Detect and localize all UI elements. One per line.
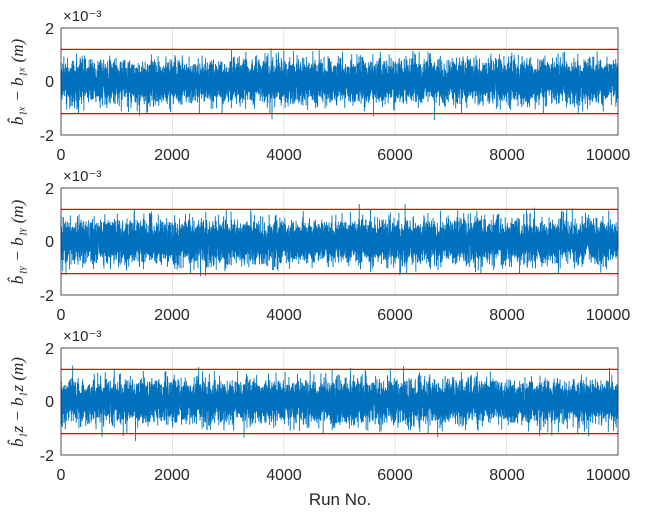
panel-3-ylabel: b̂₁z − b₁z (m) bbox=[8, 357, 27, 447]
panel-3-xtick-6000: 6000 bbox=[377, 467, 413, 484]
panel-2-series bbox=[60, 204, 619, 277]
panel-1-exponent-label: ×10⁻³ bbox=[63, 8, 101, 25]
panel-1-xtick-8000: 8000 bbox=[489, 147, 525, 164]
panel-2-ytick-bottom: -2 bbox=[40, 288, 54, 305]
panel-2-xtick-6000: 6000 bbox=[377, 307, 413, 324]
panel-3-xtick-2000: 2000 bbox=[154, 467, 190, 484]
panel-1-axes-box bbox=[60, 27, 619, 136]
panel-1-xtick-6000: 6000 bbox=[377, 147, 413, 164]
panel-2-xtick-0: 0 bbox=[57, 307, 66, 324]
panel-3-ytick-top: 2 bbox=[45, 341, 54, 358]
panel-2-ylabel: b̂₁ᵧ − b₁ᵧ (m) bbox=[8, 199, 27, 284]
panel-3-ytick-mid: 0 bbox=[45, 394, 54, 411]
panel-2-xtick-4000: 4000 bbox=[266, 307, 302, 324]
panel-3-ytick-bottom: -2 bbox=[40, 448, 54, 465]
panel-1-xtick-0: 0 bbox=[57, 147, 66, 164]
panel-2: 2 0 -2 0 2000 4000 6000 8000 10000 ×10⁻³… bbox=[8, 168, 631, 324]
panel-2-xtick-8000: 8000 bbox=[489, 307, 525, 324]
panel-3-xtick-0: 0 bbox=[57, 467, 66, 484]
panel-3: 2 0 -2 0 2000 4000 6000 8000 10000 ×10⁻³… bbox=[8, 328, 631, 509]
panel-1-xtick-10000: 10000 bbox=[586, 147, 631, 164]
panel-3-xtick-8000: 8000 bbox=[489, 467, 525, 484]
panel-1-ytick-mid: 0 bbox=[45, 74, 54, 91]
panel-1-xtick-2000: 2000 bbox=[154, 147, 190, 164]
panel-3-series bbox=[60, 365, 619, 442]
panel-3-error-series-line bbox=[60, 365, 619, 442]
panel-1-ytick-top: 2 bbox=[45, 21, 54, 38]
panel-1-series bbox=[60, 48, 619, 121]
panel-3-xtick-4000: 4000 bbox=[266, 467, 302, 484]
panel-1-error-series-line bbox=[60, 48, 619, 121]
panel-1-ylabel: b̂₁ₓ − b₁ₓ (m) bbox=[8, 39, 27, 126]
panel-1: 2 0 -2 0 2000 4000 6000 8000 10000 ×10⁻³… bbox=[8, 8, 631, 164]
panel-1-ytick-bottom: -2 bbox=[40, 128, 54, 145]
panel-2-error-series-line bbox=[60, 204, 619, 277]
panel-1-xtick-4000: 4000 bbox=[266, 147, 302, 164]
panel-2-axes-box bbox=[60, 187, 619, 296]
panel-3-exponent-label: ×10⁻³ bbox=[63, 328, 101, 345]
x-axis-label: Run No. bbox=[309, 490, 371, 509]
panel-2-ytick-mid: 0 bbox=[45, 234, 54, 251]
panel-2-xtick-2000: 2000 bbox=[154, 307, 190, 324]
panel-3-axes-box bbox=[60, 347, 619, 456]
panel-2-xtick-10000: 10000 bbox=[586, 307, 631, 324]
panel-2-ytick-top: 2 bbox=[45, 181, 54, 198]
panel-3-xtick-10000: 10000 bbox=[586, 467, 631, 484]
panel-2-exponent-label: ×10⁻³ bbox=[63, 168, 101, 185]
